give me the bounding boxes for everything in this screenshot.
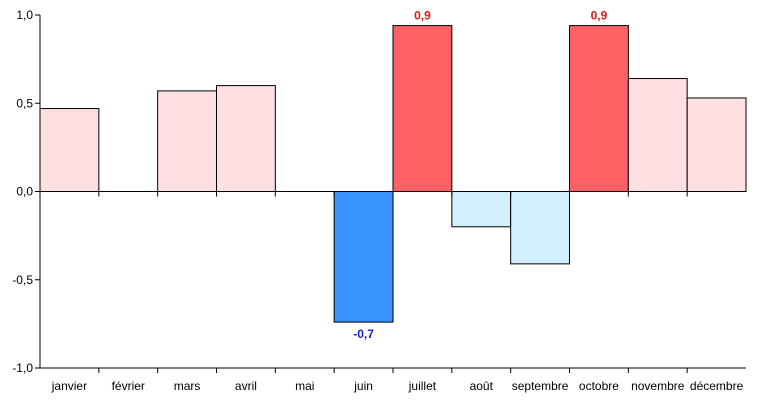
x-tick-label: février (112, 379, 145, 393)
bar-juillet (392, 25, 453, 193)
data-label-juillet: 0,9 (414, 9, 431, 23)
labels-group: 1,0 0,5 0,0 -0,5 -1,0 janvier février mars avril… (12, 8, 743, 393)
x-tick-label: décembre (690, 379, 744, 393)
x-tick-label: septembre (512, 379, 569, 393)
bar-avril (216, 85, 276, 192)
bar-novembre (627, 78, 688, 192)
y-tick-label: 1,0 (16, 8, 33, 22)
x-tick-label: mai (295, 379, 314, 393)
data-label-octobre: 0,9 (591, 9, 608, 23)
x-tick-label: mars (174, 379, 201, 393)
x-tick-label: avril (235, 379, 257, 393)
x-tick-label: août (470, 379, 494, 393)
x-tick-label: juillet (408, 379, 437, 393)
y-tick-label: -1,0 (12, 361, 33, 375)
axes-group (35, 14, 746, 373)
y-tick-label: 0,0 (16, 185, 33, 199)
data-label-juin: -0,7 (353, 327, 374, 341)
x-tick-label: octobre (579, 379, 619, 393)
x-tick-label: juin (353, 379, 373, 393)
y-tick-label: 0,5 (16, 96, 33, 110)
x-tick-label: novembre (631, 379, 685, 393)
bar-janvier (39, 108, 100, 192)
bar-août (451, 191, 512, 228)
x-tick-label: janvier (51, 379, 87, 393)
bar-octobre (569, 25, 629, 193)
bar-mars (157, 90, 218, 192)
bar-décembre (686, 97, 747, 192)
bar-juin (333, 191, 394, 323)
y-tick-label: -0,5 (12, 273, 33, 287)
bars-group (39, 25, 747, 323)
bar-septembre (510, 191, 570, 265)
